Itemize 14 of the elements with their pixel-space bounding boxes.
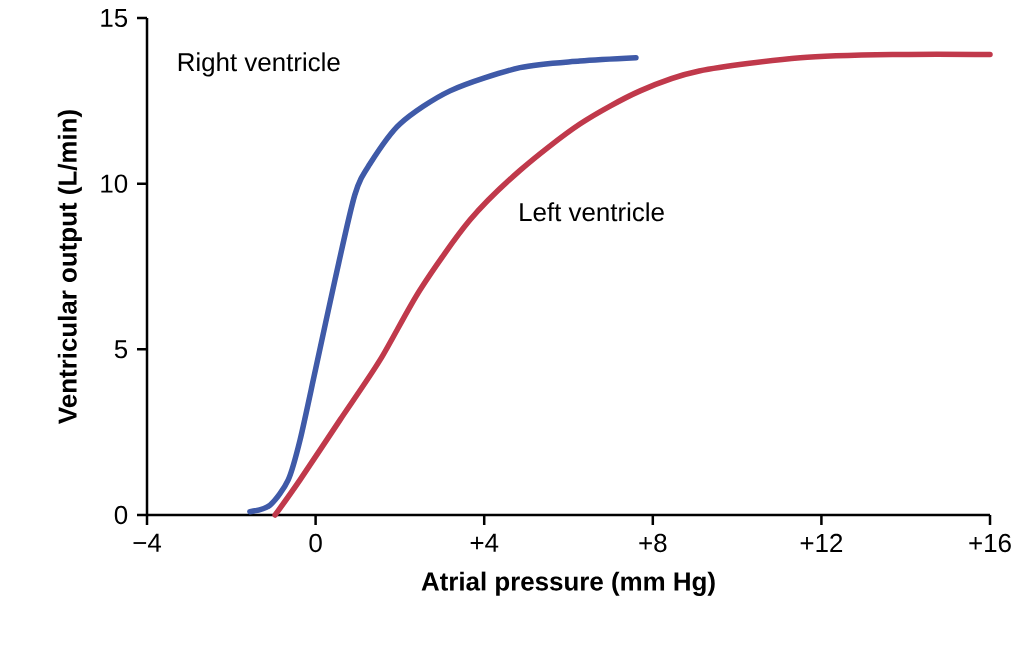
x-axis-title: Atrial pressure (mm Hg) [421, 571, 715, 596]
y-tick-label: 5 [114, 340, 128, 359]
x-tick-label: −4 [133, 533, 162, 552]
x-tick-label: +8 [639, 533, 667, 553]
y-axis-title: Ventricular output (L/min) [57, 110, 82, 424]
x-tick-label: +12 [800, 533, 843, 552]
x-tick-label: +4 [470, 533, 499, 552]
x-tick-label: 0 [309, 533, 322, 553]
y-tick-label: 0 [114, 505, 128, 525]
text: Right ventricle [178, 52, 340, 77]
series-label: Left ventricle [520, 202, 664, 222]
y-tick-label: 15 [101, 8, 128, 28]
x-tick-label: +16 [969, 533, 1011, 553]
y-tick-label: 10 [101, 174, 128, 193]
